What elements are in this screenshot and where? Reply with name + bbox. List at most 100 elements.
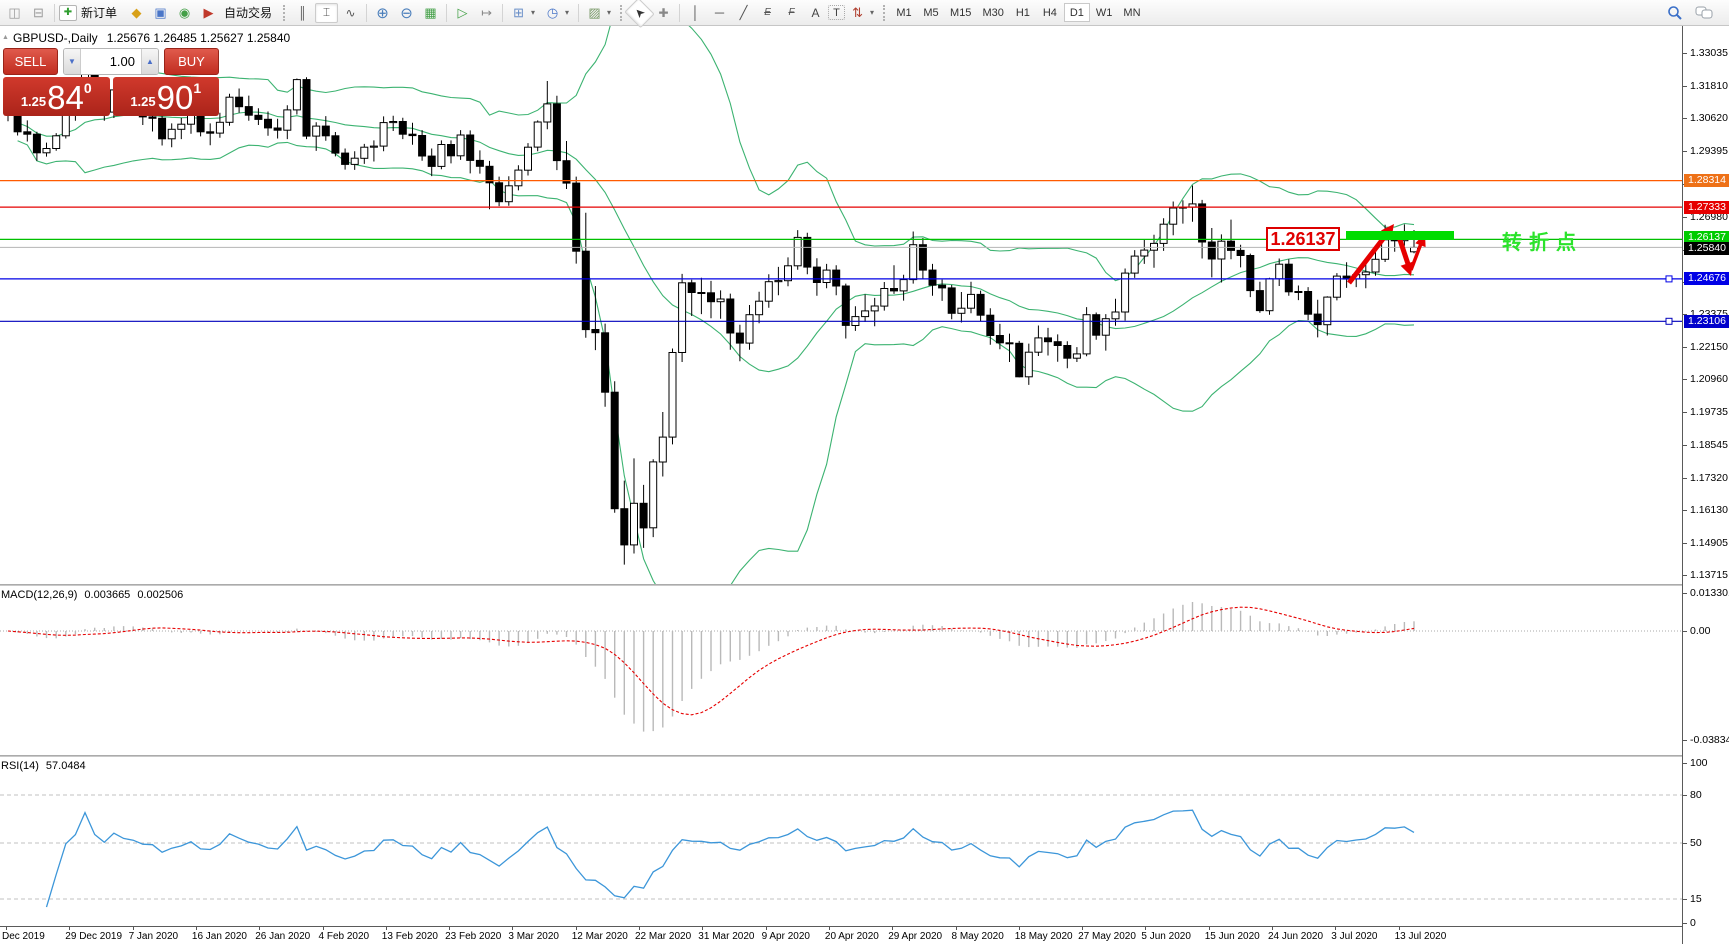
macd-label: MACD(12,26,9) 0.003665 0.002506: [1, 589, 183, 601]
sell-price-prefix: 1.25: [20, 94, 47, 109]
macd-indicator[interactable]: [0, 586, 1682, 755]
price-badge: 1.24676: [1684, 272, 1729, 286]
volume-input[interactable]: 1.00: [109, 54, 135, 69]
price-tick: 1.13715: [1683, 569, 1729, 581]
period-icon[interactable]: ◷: [546, 4, 559, 20]
channel-icon[interactable]: E: [764, 7, 771, 18]
alerts-icon[interactable]: ◉: [178, 4, 191, 20]
toolbar: ◫ ⊟ ✚ 新订单 ◆ ▣ ◉ ▶ 自动交易 ║ ⌶ ∿ ⊕ ⊖ ▦ ▷ ↦ ⊞…: [0, 0, 1729, 28]
crosshair-icon[interactable]: ✚: [658, 5, 669, 20]
chat-icon[interactable]: [1695, 6, 1714, 20]
time-tick-label: Dec 2019: [2, 931, 45, 942]
time-tick-label: 27 May 2020: [1078, 931, 1136, 942]
time-tick-label: 29 Dec 2019: [65, 931, 123, 942]
main-chart-window[interactable]: ▲ GBPUSD-,Daily 1.25676 1.26485 1.25627 …: [0, 26, 1682, 584]
search-icon[interactable]: [1667, 5, 1683, 21]
rsi-label: RSI(14) 57.0484: [1, 760, 86, 772]
timeframe-w1[interactable]: W1: [1095, 6, 1113, 19]
price-tick: 0.00: [1683, 625, 1729, 637]
trade-panel-toggle-icon[interactable]: ▲: [2, 34, 9, 41]
chevron-down-icon[interactable]: ▾: [607, 8, 612, 17]
horizontal-line-icon[interactable]: ─: [714, 5, 725, 20]
time-tick: [639, 927, 640, 930]
time-tick: [69, 927, 71, 930]
timeframe-m15[interactable]: M15: [950, 6, 972, 19]
time-tick: [1082, 927, 1084, 930]
time-tick-label: 3 Mar 2020: [508, 931, 559, 942]
window-splitter[interactable]: [0, 584, 1729, 586]
time-tick: [132, 927, 134, 930]
label-icon[interactable]: T: [828, 5, 846, 20]
timeframe-h4[interactable]: H4: [1042, 6, 1057, 19]
timeframe-m5[interactable]: M5: [923, 6, 939, 19]
time-tick: [702, 927, 704, 930]
new-chart-icon[interactable]: ⊞: [513, 4, 524, 20]
price-axis[interactable]: 1.330351.318101.306201.293951.282051.269…: [1682, 26, 1729, 944]
tile-windows-icon[interactable]: ▦: [424, 4, 437, 20]
fibonacci-icon[interactable]: F: [788, 7, 795, 18]
buy-price-big: 90: [156, 78, 194, 116]
symbol-period-label: GBPUSD-,Daily: [13, 31, 98, 45]
toolbar-grip: [883, 4, 887, 21]
autotrading-icon[interactable]: ▶: [203, 4, 214, 20]
charts-icon[interactable]: ◫: [8, 4, 21, 20]
time-tick: [1145, 927, 1147, 930]
chevron-down-icon[interactable]: ▾: [531, 8, 536, 17]
new-order-icon[interactable]: ✚: [59, 4, 77, 21]
time-tick-label: 12 Mar 2020: [571, 931, 628, 942]
sell-button[interactable]: SELL: [3, 48, 58, 75]
price-tick: 1.17320: [1683, 472, 1729, 484]
price-tick: 1.20960: [1683, 373, 1729, 385]
chart-shift-icon[interactable]: ↦: [481, 4, 492, 20]
price-tick: 1.22150: [1683, 341, 1729, 353]
price-badge: 1.25840: [1684, 241, 1729, 255]
auto-scroll-icon[interactable]: ▷: [457, 4, 468, 20]
rsi-indicator[interactable]: [0, 757, 1682, 926]
buy-price-button[interactable]: 1.25 90 1: [112, 77, 219, 116]
zoom-in-icon[interactable]: ⊕: [376, 4, 389, 22]
vertical-line-icon[interactable]: │: [691, 5, 700, 20]
sell-price-button[interactable]: 1.25 84 0: [3, 77, 110, 116]
time-axis[interactable]: Dec 2019 29 Dec 2019 7 Jan 2020 16 Jan 2020…: [0, 926, 1682, 944]
time-tick-label: 22 Mar 2020: [635, 931, 692, 942]
rsi-window[interactable]: RSI(14) 57.0484: [0, 757, 1682, 926]
volume-increase-icon[interactable]: ▲: [141, 49, 158, 74]
volume-decrease-icon[interactable]: ▼: [64, 49, 81, 74]
chevron-down-icon[interactable]: ▾: [870, 8, 875, 17]
time-tick: [955, 927, 957, 930]
autotrading-label[interactable]: 自动交易: [224, 6, 273, 20]
timeframe-mn[interactable]: MN: [1123, 6, 1141, 19]
arrows-icon[interactable]: ⇅: [852, 4, 863, 20]
buy-price-pip: 1: [193, 80, 202, 96]
bar-chart-icon[interactable]: ║: [298, 5, 307, 20]
timeframe-m30[interactable]: M30: [982, 6, 1004, 19]
price-level-callout[interactable]: 1.26137: [1266, 227, 1340, 251]
turning-point-label[interactable]: 转折点: [1502, 232, 1583, 254]
time-tick: [449, 927, 451, 930]
indicators-icon[interactable]: ▨: [588, 4, 601, 20]
price-chart[interactable]: [0, 26, 1682, 584]
window-splitter[interactable]: [0, 755, 1729, 757]
price-badge: 1.28314: [1684, 174, 1729, 188]
price-tick: 50: [1683, 837, 1729, 849]
one-click-trading-panel: SELL ▼ 1.00 ▲ BUY 1.25 84 0 1.25 90 1: [3, 48, 219, 116]
buy-button[interactable]: BUY: [164, 48, 219, 75]
candlestick-icon[interactable]: ⌶: [315, 2, 339, 23]
time-tick-label: 31 Mar 2020: [698, 931, 755, 942]
macd-window[interactable]: MACD(12,26,9) 0.003665 0.002506: [0, 586, 1682, 755]
trendline-icon[interactable]: ╱: [739, 4, 748, 20]
chevron-down-icon[interactable]: ▾: [565, 8, 570, 17]
timeframe-h1[interactable]: H1: [1015, 6, 1030, 19]
timeframe-m1[interactable]: M1: [896, 6, 912, 19]
cursor-icon[interactable]: ➤: [624, 0, 655, 28]
line-chart-icon[interactable]: ∿: [345, 5, 356, 20]
profiles-icon[interactable]: ⊟: [33, 4, 44, 20]
timeframe-d1[interactable]: D1: [1063, 3, 1090, 22]
turning-zone-bar[interactable]: [1346, 231, 1454, 240]
text-icon[interactable]: A: [811, 5, 820, 20]
metaeditor-icon[interactable]: ◆: [131, 4, 142, 20]
new-order-label[interactable]: 新订单: [81, 6, 118, 20]
terminal-icon[interactable]: ▣: [154, 4, 167, 20]
zoom-out-icon[interactable]: ⊖: [400, 4, 413, 22]
time-tick: [1272, 927, 1273, 930]
